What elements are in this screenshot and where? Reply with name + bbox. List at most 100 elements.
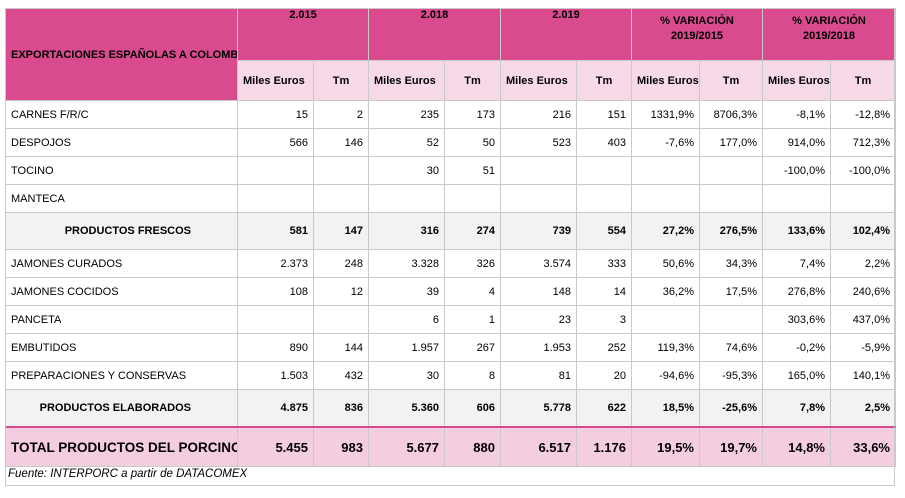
cell-value: -100,0% [762, 156, 831, 185]
row-label: MANTECA [5, 184, 238, 213]
cell-value: 983 [313, 426, 369, 467]
cell-value: 1 [444, 305, 501, 334]
cell-value [631, 156, 700, 185]
cell-value [830, 184, 896, 213]
cell-value: 333 [576, 249, 632, 278]
table-row: JAMONES CURADOS 2.373 248 3.328 326 3.574 333 5… [5, 249, 896, 278]
cell-value [368, 184, 445, 213]
subheader-tm: Tm [830, 60, 896, 101]
cell-value [576, 156, 632, 185]
subheader-miles-euros: Miles Euros [500, 60, 577, 101]
subheader-tm: Tm [699, 60, 763, 101]
cell-value: 566 [237, 128, 314, 157]
cell-value: 240,6% [830, 277, 896, 306]
cell-value: 39 [368, 277, 445, 306]
cell-value: 30 [368, 361, 445, 390]
cell-value [313, 184, 369, 213]
row-label: PRODUCTOS ELABORADOS [5, 389, 238, 428]
cell-value: 108 [237, 277, 314, 306]
cell-value: 177,0% [699, 128, 763, 157]
cell-value: 712,3% [830, 128, 896, 157]
row-label: PREPARACIONES Y CONSERVAS [5, 361, 238, 390]
cell-value: 19,7% [699, 426, 763, 467]
cell-value [444, 184, 501, 213]
cell-value: 144 [313, 333, 369, 362]
cell-value [699, 156, 763, 185]
table-row: EMBUTIDOS 890 144 1.957 267 1.953 252 119,3% 74,… [5, 333, 896, 362]
cell-value: 5.455 [237, 426, 314, 467]
cell-value: 18,5% [631, 389, 700, 428]
cell-value [237, 305, 314, 334]
cell-value [576, 184, 632, 213]
cell-value: 2.373 [237, 249, 314, 278]
cell-value: 148 [500, 277, 577, 306]
cell-value: 1331,9% [631, 100, 700, 129]
cell-value: 74,6% [699, 333, 763, 362]
subheader-miles-euros: Miles Euros [368, 60, 445, 101]
summary-row: PRODUCTOS ELABORADOS 4.875 836 5.360 606 5.77… [5, 389, 896, 428]
cell-value: 50 [444, 128, 501, 157]
cell-value: 235 [368, 100, 445, 129]
cell-value: 1.953 [500, 333, 577, 362]
cell-value: 151 [576, 100, 632, 129]
cell-value: 3.574 [500, 249, 577, 278]
group-header-2015: 2.015 [237, 8, 369, 61]
row-label: PRODUCTOS FRESCOS [5, 212, 238, 250]
group-header-2018: 2.018 [368, 8, 501, 61]
cell-value: 276,8% [762, 277, 831, 306]
cell-value: 19,5% [631, 426, 700, 467]
cell-value: 33,6% [830, 426, 896, 467]
row-label: EMBUTIDOS [5, 333, 238, 362]
cell-value: 36,2% [631, 277, 700, 306]
subheader-tm: Tm [444, 60, 501, 101]
cell-value: 252 [576, 333, 632, 362]
cell-value: 4.875 [237, 389, 314, 428]
cell-value: 147 [313, 212, 369, 250]
cell-value: 8 [444, 361, 501, 390]
group-header-var-2019-2015: % VARIACIÓN 2019/2015 [631, 8, 763, 61]
table-row: TOCINO 30 51 -100,0% -100,0% [5, 156, 896, 185]
source-note: Fuente: INTERPORC a partir de DATACOMEX [8, 468, 248, 480]
row-label: PANCETA [5, 305, 238, 334]
cell-value: 6 [368, 305, 445, 334]
cell-value: 739 [500, 212, 577, 250]
cell-value: 2,2% [830, 249, 896, 278]
cell-value: 140,1% [830, 361, 896, 390]
cell-value: 880 [444, 426, 501, 467]
cell-value [500, 156, 577, 185]
cell-value: 133,6% [762, 212, 831, 250]
subheader-tm: Tm [576, 60, 632, 101]
table-row: DESPOJOS 566 146 52 50 523 403 -7,6% 177,0% 914,0… [5, 128, 896, 157]
cell-value: 581 [237, 212, 314, 250]
cell-value: 14 [576, 277, 632, 306]
cell-value [237, 156, 314, 185]
table-title: EXPORTACIONES ESPAÑOLAS A COLOMBIA [5, 8, 238, 101]
cell-value: 437,0% [830, 305, 896, 334]
cell-value: -100,0% [830, 156, 896, 185]
cell-value: 2 [313, 100, 369, 129]
cell-value: 5.677 [368, 426, 445, 467]
cell-value [500, 184, 577, 213]
cell-value [313, 156, 369, 185]
cell-value: 1.176 [576, 426, 632, 467]
cell-value: 7,4% [762, 249, 831, 278]
cell-value: 622 [576, 389, 632, 428]
cell-value: 274 [444, 212, 501, 250]
cell-value: 890 [237, 333, 314, 362]
cell-value: 165,0% [762, 361, 831, 390]
cell-value: 30 [368, 156, 445, 185]
cell-value: 432 [313, 361, 369, 390]
cell-value: -12,8% [830, 100, 896, 129]
exports-table: EXPORTACIONES ESPAÑOLAS A COLOMBIA 2.015… [5, 8, 896, 467]
row-label: DESPOJOS [5, 128, 238, 157]
table-row: MANTECA [5, 184, 896, 213]
cell-value: 81 [500, 361, 577, 390]
cell-value [237, 184, 314, 213]
cell-value: -5,9% [830, 333, 896, 362]
cell-value: 7,8% [762, 389, 831, 428]
cell-value: 119,3% [631, 333, 700, 362]
cell-value: 34,3% [699, 249, 763, 278]
cell-value [313, 305, 369, 334]
cell-value: 3 [576, 305, 632, 334]
cell-value: 316 [368, 212, 445, 250]
